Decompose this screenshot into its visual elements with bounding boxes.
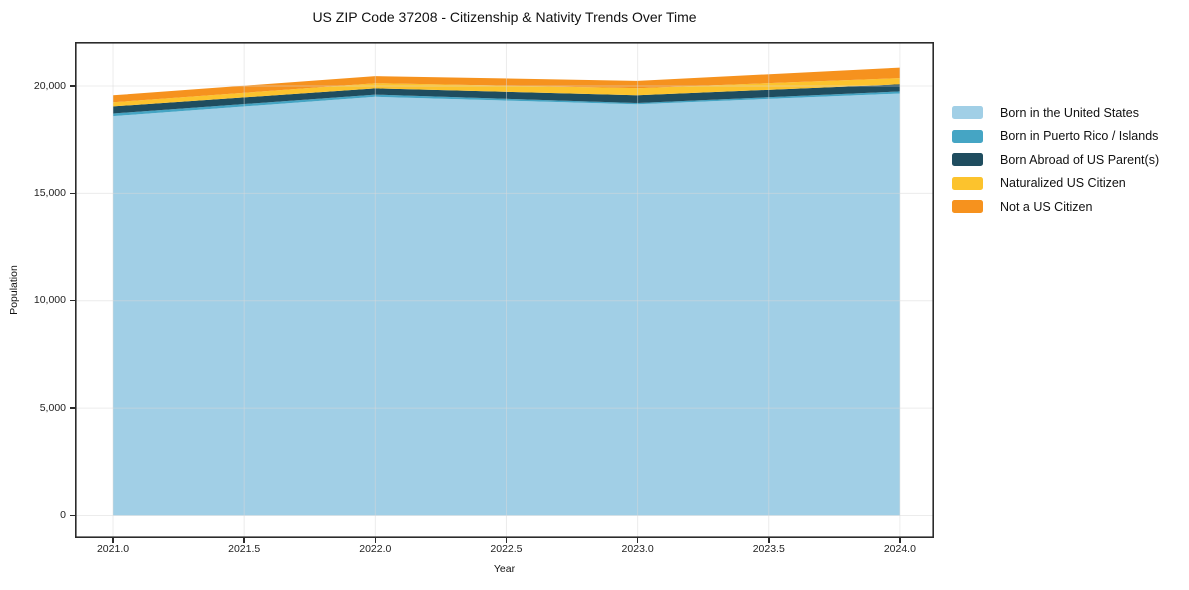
area-born-in-puerto-rico-islands xyxy=(113,91,900,117)
y-tick xyxy=(70,85,75,87)
x-tick xyxy=(636,538,639,543)
y-tick xyxy=(70,192,75,195)
x-tick xyxy=(374,538,377,543)
legend-swatch-icon xyxy=(952,176,983,190)
x-tick-label: 2023.5 xyxy=(752,543,785,555)
x-tick xyxy=(243,538,245,543)
legend-item-naturalized-us-citizen: Naturalized US Citizen xyxy=(952,172,1159,196)
x-tick xyxy=(768,538,770,543)
legend-swatch-icon xyxy=(952,106,983,120)
x-tick xyxy=(112,538,114,543)
y-tick xyxy=(70,299,75,302)
legend-label: Born in the United States xyxy=(1000,105,1139,120)
legend-item-not-a-us-citizen: Not a US Citizen xyxy=(952,195,1159,219)
legend-label: Naturalized US Citizen xyxy=(1000,176,1126,191)
y-tick-label: 5,000 xyxy=(39,401,66,414)
x-tick-label: 2021.5 xyxy=(228,543,261,555)
x-tick-label: 2021.0 xyxy=(96,543,130,555)
y-tick-label: 0 xyxy=(60,508,66,521)
legend-item-born-abroad-of-us-parent-s: Born Abroad of US Parent(s) xyxy=(952,148,1159,172)
legend-label: Born Abroad of US Parent(s) xyxy=(1000,152,1160,167)
y-tick-label: 15,000 xyxy=(33,186,66,199)
area-naturalized-us-citizen xyxy=(113,78,900,107)
x-tick-label: 2023.0 xyxy=(621,543,654,555)
area-born-abroad-of-us-parent-s xyxy=(113,84,900,114)
legend: Born in the United States Born in Puerto … xyxy=(952,101,1159,219)
x-tick xyxy=(505,538,508,543)
legend-label: Born in Puerto Rico / Islands xyxy=(1000,129,1159,144)
plot-area xyxy=(75,42,934,538)
legend-item-born-in-puerto-rico-islands: Born in Puerto Rico / Islands xyxy=(952,125,1159,149)
x-tick-label: 2022.5 xyxy=(490,543,523,555)
y-tick xyxy=(70,407,75,409)
x-tick-label: 2022.0 xyxy=(359,543,392,555)
y-tick xyxy=(70,514,75,517)
y-axis-label: Population xyxy=(8,265,20,315)
x-axis-label: Year xyxy=(493,563,516,575)
gridlines xyxy=(75,42,934,538)
legend-label: Not a US Citizen xyxy=(1000,199,1093,214)
legend-swatch-icon xyxy=(952,129,983,143)
chart-title: US ZIP Code 37208 - Citizenship & Nativi… xyxy=(312,9,697,25)
y-tick-label: 20,000 xyxy=(33,79,66,92)
y-tick-label: 10,000 xyxy=(33,294,66,307)
x-tick-label: 2024.0 xyxy=(883,543,916,555)
plot-svg xyxy=(75,42,934,538)
legend-swatch-icon xyxy=(952,200,983,214)
x-tick xyxy=(899,538,901,543)
legend-swatch-icon xyxy=(952,153,983,167)
legend-item-born-in-the-united-states: Born in the United States xyxy=(952,101,1159,125)
plot-border xyxy=(75,42,934,538)
